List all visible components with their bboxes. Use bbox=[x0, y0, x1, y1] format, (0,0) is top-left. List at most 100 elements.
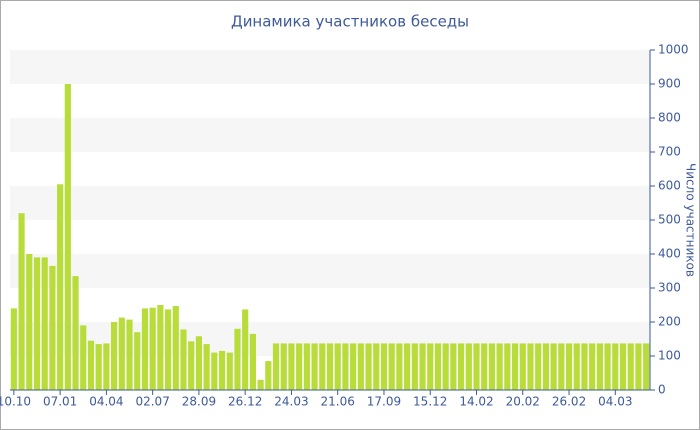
bar bbox=[550, 343, 557, 390]
bar bbox=[149, 307, 156, 390]
bar bbox=[319, 343, 326, 390]
bar bbox=[172, 306, 179, 390]
bar bbox=[388, 343, 395, 390]
bar bbox=[272, 343, 280, 390]
y-tick-label: 500 bbox=[658, 213, 681, 227]
bar bbox=[18, 213, 25, 390]
bar bbox=[581, 343, 588, 390]
x-tick-label: 21.06 bbox=[321, 395, 355, 409]
bar bbox=[342, 343, 349, 390]
bar bbox=[450, 343, 457, 390]
x-tick-label: 14.02 bbox=[459, 395, 493, 409]
x-tick-label: 07.01 bbox=[43, 395, 77, 409]
bar bbox=[404, 343, 411, 390]
bar bbox=[218, 350, 226, 390]
y-tick-label: 600 bbox=[658, 179, 681, 193]
grid-band bbox=[10, 186, 650, 220]
bar bbox=[41, 257, 48, 390]
bar bbox=[635, 343, 642, 390]
x-tick-label: 17.09 bbox=[367, 395, 401, 409]
x-tick-label: 24.03 bbox=[274, 395, 308, 409]
bar bbox=[57, 184, 64, 390]
bar bbox=[326, 343, 334, 390]
bar bbox=[350, 343, 357, 390]
grid-band bbox=[10, 254, 650, 288]
bar bbox=[242, 309, 249, 390]
grid-band bbox=[10, 118, 650, 152]
bar bbox=[126, 319, 133, 390]
bar bbox=[296, 343, 303, 390]
x-tick-label: 26.02 bbox=[552, 395, 586, 409]
bar bbox=[511, 343, 519, 390]
bar bbox=[265, 361, 272, 390]
bar bbox=[87, 340, 95, 390]
bar bbox=[519, 343, 526, 390]
bar bbox=[249, 333, 256, 390]
x-tick-label: 10.10 bbox=[0, 395, 31, 409]
bar bbox=[226, 352, 233, 390]
bar bbox=[211, 352, 218, 390]
bar bbox=[427, 343, 434, 390]
bar bbox=[180, 329, 187, 390]
bar bbox=[95, 344, 102, 390]
bar bbox=[442, 343, 449, 390]
bar bbox=[473, 343, 480, 390]
bar bbox=[257, 379, 264, 390]
bar bbox=[157, 305, 164, 390]
bar bbox=[488, 343, 496, 390]
bar bbox=[26, 254, 33, 390]
bar bbox=[558, 343, 565, 390]
bar bbox=[234, 328, 241, 390]
bar bbox=[103, 343, 110, 390]
bar bbox=[164, 309, 172, 390]
bar bbox=[188, 341, 195, 390]
bar bbox=[334, 343, 341, 390]
bar bbox=[203, 344, 210, 390]
bar bbox=[64, 84, 71, 390]
bar bbox=[434, 343, 442, 390]
bar bbox=[465, 343, 472, 390]
bar bbox=[280, 343, 287, 390]
bar bbox=[72, 276, 79, 390]
y-tick-label: 100 bbox=[658, 349, 681, 363]
bar bbox=[357, 343, 364, 390]
bar bbox=[504, 343, 511, 390]
bar bbox=[535, 343, 542, 390]
bar bbox=[496, 343, 503, 390]
bar bbox=[373, 343, 380, 390]
bar bbox=[643, 343, 650, 390]
bar bbox=[80, 325, 87, 390]
x-tick-label: 26.12 bbox=[228, 395, 262, 409]
bar bbox=[118, 317, 125, 390]
bar bbox=[288, 343, 295, 390]
bar bbox=[365, 343, 372, 390]
x-tick-label: 15.12 bbox=[413, 395, 447, 409]
y-tick-label: 200 bbox=[658, 315, 681, 329]
bar bbox=[419, 343, 426, 390]
bar bbox=[33, 257, 41, 390]
bar bbox=[134, 332, 141, 390]
y-tick-label: 400 bbox=[658, 247, 681, 261]
bar bbox=[481, 343, 488, 390]
bar bbox=[619, 343, 627, 390]
bar bbox=[411, 343, 418, 390]
bar bbox=[627, 343, 634, 390]
bar bbox=[10, 308, 17, 390]
y-axis-title: Число участников bbox=[684, 163, 698, 277]
y-tick-label: 900 bbox=[658, 77, 681, 91]
bar bbox=[612, 343, 619, 390]
chart-title: Динамика участников беседы bbox=[231, 13, 469, 31]
y-tick-label: 300 bbox=[658, 281, 681, 295]
bar bbox=[565, 343, 573, 390]
y-tick-label: 800 bbox=[658, 111, 681, 125]
bar bbox=[589, 343, 596, 390]
bar bbox=[527, 343, 534, 390]
x-tick-label: 02.07 bbox=[135, 395, 169, 409]
y-tick-label: 700 bbox=[658, 145, 681, 159]
bar bbox=[596, 343, 603, 390]
x-tick-label: 04.03 bbox=[598, 395, 632, 409]
x-tick-label: 20.02 bbox=[506, 395, 540, 409]
y-tick-label: 1000 bbox=[658, 43, 689, 57]
bar bbox=[380, 343, 388, 390]
